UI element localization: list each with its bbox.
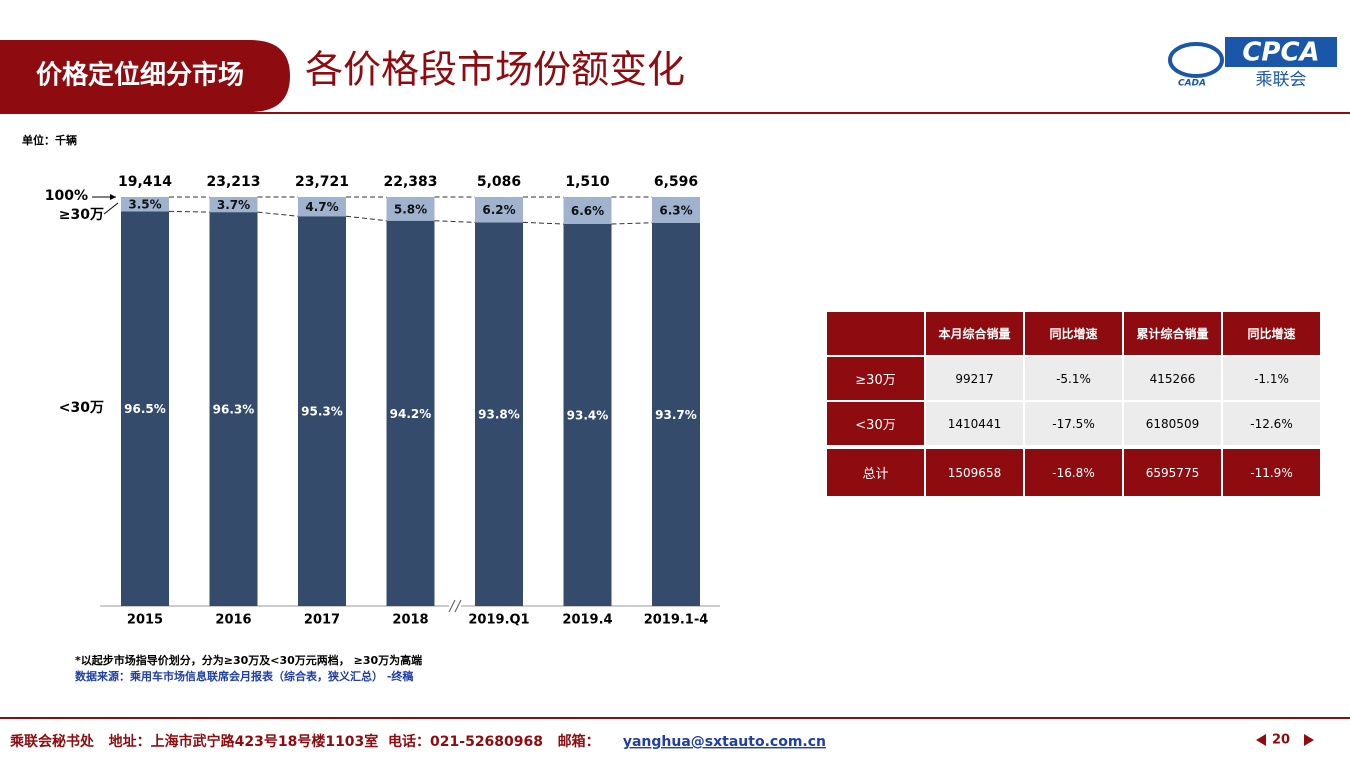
- bar-segment: [652, 222, 700, 606]
- value-label: 93.7%: [655, 408, 697, 422]
- column-header: 本月综合销量: [926, 312, 1023, 355]
- row-label: ≥30万: [827, 357, 924, 400]
- value-label: 6.3%: [659, 203, 692, 217]
- bar-segment: [298, 197, 346, 217]
- value-label: 94.2%: [390, 407, 432, 421]
- bar-segment: [121, 197, 169, 212]
- bar-segment: [121, 211, 169, 606]
- total-label: 23,213: [206, 174, 260, 190]
- row-label: 总计: [827, 449, 924, 496]
- leader: [103, 202, 119, 215]
- x-tick-label: 2019.1-4: [644, 613, 709, 628]
- data-table: 本月综合销量 同比增速 累计综合销量 同比增速 ≥30万 99217 -5.1% 41526…: [825, 310, 1322, 496]
- table-cell: -12.6%: [1223, 402, 1320, 445]
- bar-segment: [209, 212, 258, 606]
- table-cell: -5.1%: [1025, 357, 1122, 400]
- corner-cell: [827, 312, 924, 355]
- page-number: 20: [1272, 733, 1290, 748]
- value-label: 93.8%: [478, 408, 520, 422]
- table-row: ≥30万 99217 -5.1% 415266 -1.1%: [827, 357, 1320, 400]
- total-label: 22,383: [383, 174, 437, 190]
- next-button[interactable]: [1304, 734, 1314, 746]
- top-annotation: 100%: [45, 188, 88, 204]
- logo-name: CPCA: [1242, 38, 1319, 68]
- prev-button[interactable]: [1256, 734, 1266, 746]
- column-header: 同比增速: [1025, 312, 1122, 355]
- axis-break-gap: [449, 597, 461, 615]
- logo-subname: 乘联会: [1256, 70, 1307, 90]
- table-cell: -1.1%: [1223, 357, 1320, 400]
- bar-segment: [652, 197, 700, 223]
- table-cell: 415266: [1124, 357, 1221, 400]
- unit-label: 单位：千辆: [22, 133, 77, 147]
- connector: [611, 222, 653, 225]
- connector: [434, 220, 476, 223]
- total-label: 6,596: [654, 174, 698, 190]
- arrow-head: [110, 194, 116, 200]
- x-tick-label: 2015: [127, 613, 163, 628]
- connector: [522, 221, 564, 225]
- bar-segment: [386, 220, 435, 607]
- value-label: 3.5%: [128, 198, 161, 212]
- value-label: 3.7%: [217, 198, 250, 212]
- table-cell: 6180509: [1124, 402, 1221, 445]
- bar-segment: [563, 223, 612, 606]
- x-tick-label: 2016: [215, 613, 251, 628]
- bar-segment: [386, 197, 435, 221]
- note: *以起步市场指导价划分，分为≥30万及<30万元两档， ≥30万为高端: [75, 653, 422, 667]
- axis-break: [448, 599, 456, 613]
- total-label: 19,414: [118, 174, 172, 190]
- x-tick-label: 2017: [304, 613, 340, 628]
- total-label: 5,086: [477, 174, 521, 190]
- table-cell: 6595775: [1124, 449, 1221, 496]
- connector: [257, 211, 299, 217]
- column-header: 同比增速: [1223, 312, 1320, 355]
- bar-segment: [475, 222, 523, 606]
- logo-box: [1225, 37, 1337, 67]
- connector: [168, 210, 210, 213]
- bar-segment: [475, 197, 523, 223]
- total-label: 1,510: [565, 174, 610, 190]
- legend-label: ≥30万: [59, 207, 104, 223]
- logo-mark: CADA: [1178, 79, 1206, 89]
- value-label: 95.3%: [301, 405, 343, 419]
- table-cell: 99217: [926, 357, 1023, 400]
- legend-label: <30万: [59, 400, 104, 416]
- x-tick-label: 2019.4: [562, 613, 612, 628]
- footer-email[interactable]: yanghua@sxtauto.com.cn: [623, 734, 826, 750]
- connector: [345, 215, 387, 222]
- header-tab-text: 价格定位细分市场: [36, 60, 244, 91]
- value-label: 93.4%: [567, 408, 609, 422]
- bar-segment: [209, 197, 258, 213]
- source-note: 数据来源：乘用车市场信息联席会月报表（综合表，狭义汇总） -终稿: [75, 669, 413, 683]
- x-tick-label: 2018: [392, 613, 428, 628]
- row-label: <30万: [827, 402, 924, 445]
- table-cell: 1410441: [926, 402, 1023, 445]
- total-label: 23,721: [295, 174, 349, 190]
- value-label: 6.6%: [571, 204, 604, 218]
- value-label: 4.7%: [305, 200, 338, 214]
- table-cell: -17.5%: [1025, 402, 1122, 445]
- value-label: 6.2%: [482, 203, 515, 217]
- value-label: 96.5%: [124, 402, 166, 416]
- x-tick-label: 2019.Q1: [468, 613, 529, 628]
- table-cell: -11.9%: [1223, 449, 1320, 496]
- value-label: 5.8%: [394, 202, 427, 216]
- logo-ring: [1168, 42, 1224, 78]
- footer-text: 乘联会秘书处 地址：上海市武宁路423号18号楼1103室 电话：021-526…: [9, 733, 600, 750]
- column-header: 累计综合销量: [1124, 312, 1221, 355]
- header-title: 各价格段市场份额变化: [305, 48, 685, 92]
- header-tab: [0, 40, 290, 112]
- table-row: 总计 1509658 -16.8% 6595775 -11.9%: [827, 449, 1320, 496]
- table-row: <30万 1410441 -17.5% 6180509 -12.6%: [827, 402, 1320, 445]
- axis-break: [454, 599, 462, 613]
- bar-segment: [298, 216, 346, 606]
- bar-segment: [563, 197, 612, 224]
- value-label: 96.3%: [213, 403, 255, 417]
- table-cell: 1509658: [926, 449, 1023, 496]
- table-cell: -16.8%: [1025, 449, 1122, 496]
